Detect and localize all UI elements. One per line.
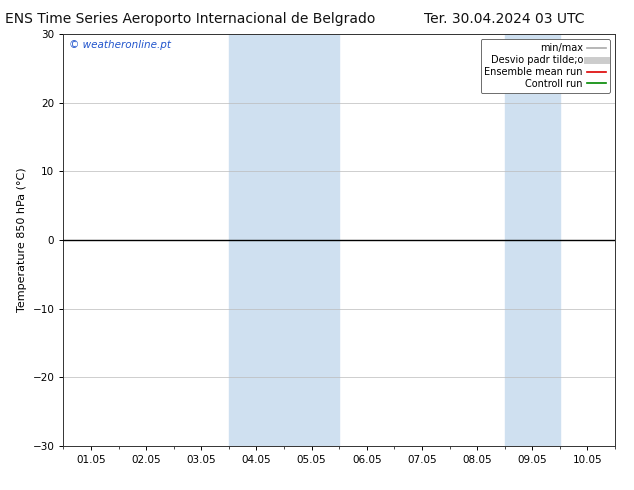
Text: © weatheronline.pt: © weatheronline.pt (69, 41, 171, 50)
Text: Ter. 30.04.2024 03 UTC: Ter. 30.04.2024 03 UTC (424, 12, 585, 26)
Bar (229, 34, 339, 446)
Text: ENS Time Series Aeroporto Internacional de Belgrado: ENS Time Series Aeroporto Internacional … (5, 12, 375, 26)
Legend: min/max, Desvio padr tilde;o, Ensemble mean run, Controll run: min/max, Desvio padr tilde;o, Ensemble m… (481, 39, 610, 93)
Bar (505, 34, 560, 446)
Y-axis label: Temperature 850 hPa (°C): Temperature 850 hPa (°C) (17, 168, 27, 313)
